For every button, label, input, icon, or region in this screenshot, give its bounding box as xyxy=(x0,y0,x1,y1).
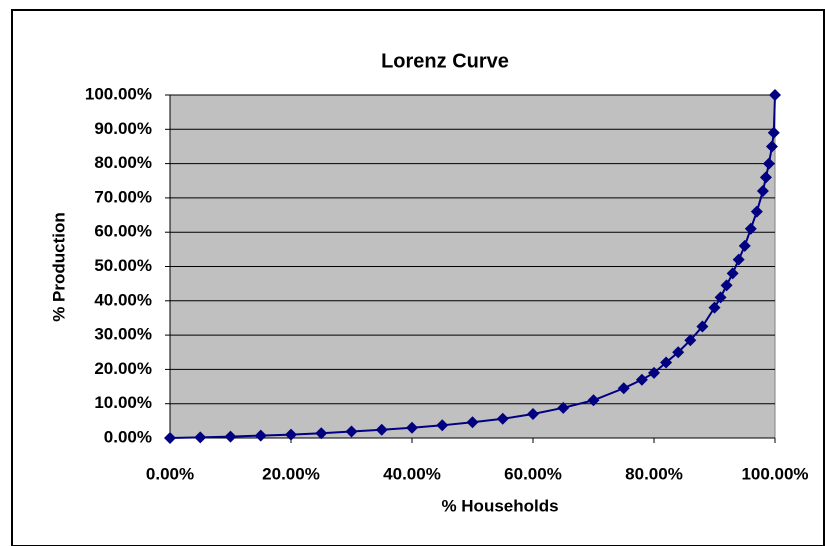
marker xyxy=(765,140,778,153)
marker xyxy=(769,89,781,101)
y-tick-label: 10.00% xyxy=(94,393,152,412)
x-tick-label: 20.00% xyxy=(262,464,320,483)
y-tick-label: 30.00% xyxy=(94,325,152,344)
marker xyxy=(767,126,780,139)
x-tick-label: 80.00% xyxy=(625,464,683,483)
marker xyxy=(254,429,267,442)
marker xyxy=(762,157,775,170)
marker xyxy=(557,401,570,414)
marker xyxy=(375,423,388,436)
marker xyxy=(406,421,418,434)
marker xyxy=(726,267,739,280)
marker xyxy=(720,279,733,292)
marker xyxy=(684,334,697,347)
marker xyxy=(759,171,772,184)
marker xyxy=(345,425,358,438)
marker xyxy=(527,407,539,420)
marker xyxy=(744,222,757,235)
x-tick-label: 60.00% xyxy=(504,464,562,483)
x-tick-label: 0.00% xyxy=(146,464,194,483)
marker xyxy=(738,239,751,252)
marker xyxy=(660,356,673,369)
marker xyxy=(750,205,763,218)
y-tick-label: 80.00% xyxy=(94,153,152,172)
marker xyxy=(635,373,648,386)
marker xyxy=(285,428,297,441)
marker xyxy=(696,320,709,333)
y-tick-label: 50.00% xyxy=(94,256,152,275)
y-tick-label: 20.00% xyxy=(94,359,152,378)
x-tick-label: 40.00% xyxy=(383,464,441,483)
y-tick-label: 40.00% xyxy=(94,290,152,309)
x-axis-label: % Households xyxy=(441,496,558,515)
marker xyxy=(672,346,685,359)
y-tick-label: 70.00% xyxy=(94,187,152,206)
marker xyxy=(648,366,660,379)
x-tick-label: 100.00% xyxy=(741,464,808,483)
y-axis-label: % Production xyxy=(49,212,68,322)
marker xyxy=(708,301,721,314)
marker xyxy=(164,432,176,444)
marker xyxy=(194,431,207,444)
marker xyxy=(714,291,727,304)
chart-title: Lorenz Curve xyxy=(381,50,509,72)
y-tick-label: 60.00% xyxy=(94,222,152,241)
marker xyxy=(496,412,509,425)
marker xyxy=(732,253,745,266)
marker xyxy=(617,382,630,395)
y-tick-label: 90.00% xyxy=(94,119,152,138)
marker xyxy=(587,394,600,407)
marker xyxy=(315,427,328,440)
marker xyxy=(436,419,449,432)
marker xyxy=(756,185,769,198)
y-tick-label: 100.00% xyxy=(85,84,152,103)
marker xyxy=(224,430,237,443)
marker xyxy=(466,416,479,429)
y-tick-label: 0.00% xyxy=(104,427,152,446)
